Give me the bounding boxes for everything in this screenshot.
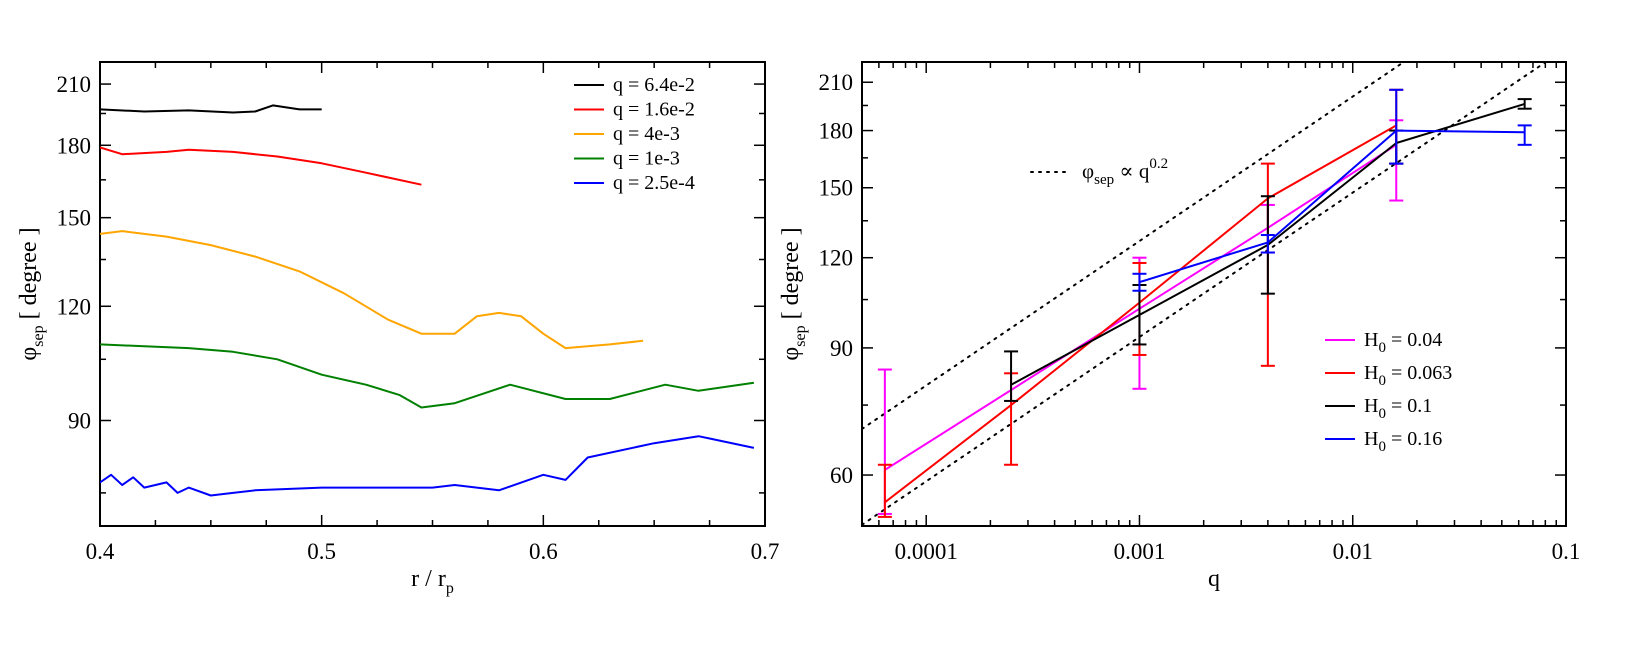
plot-frame <box>861 61 1567 527</box>
y-tick-label: 180 <box>819 119 854 144</box>
guide-line <box>862 62 1548 526</box>
series-line <box>100 104 322 114</box>
x-tick-label: 0.6 <box>529 539 558 564</box>
legend-entry-label: q = 4e-3 <box>613 123 680 145</box>
chart-1: 0.4 0.5 0.6 0.7 90 120 150 180 210 r / rp φsep [ d… <box>16 61 780 597</box>
series-line <box>100 230 644 350</box>
y-axis-label: φsep [ degree ] <box>16 227 47 360</box>
series-4 <box>100 343 755 409</box>
legend-entry-label: H0 = 0.16 <box>1364 428 1442 455</box>
series-line <box>884 143 1397 471</box>
series-line <box>1139 129 1525 284</box>
y-tick-label: 90 <box>68 408 91 433</box>
x-axis-label: r / rp <box>411 566 454 597</box>
guide-line <box>862 62 1406 430</box>
x-tick-label: 0.001 <box>1114 539 1166 564</box>
legend-entry-label: q = 1e-3 <box>613 148 680 170</box>
y-tick-label: 210 <box>819 70 854 95</box>
plot-area <box>100 104 755 497</box>
x-tick-label: 0.1 <box>1552 539 1581 564</box>
legend: q = 6.4e-2 q = 1.6e-2q = 4e-3 q = 1e-3q = … <box>574 74 695 194</box>
legend-entry-label: H0 = 0.1 <box>1364 395 1432 422</box>
legend-entry-label: H0 = 0.063 <box>1364 362 1452 389</box>
y-tick-label: 120 <box>819 246 854 271</box>
series-line <box>100 343 755 409</box>
legend-entry-label: q = 1.6e-2 <box>613 99 695 121</box>
series-2 <box>100 146 422 186</box>
x-axis-ticks <box>861 62 1567 526</box>
y-tick-label: 150 <box>819 176 854 201</box>
series-4 <box>1132 88 1532 292</box>
y-tick-label: 90 <box>830 336 853 361</box>
y-axis-ticks <box>100 83 765 494</box>
x-tick-label: 0.01 <box>1333 539 1373 564</box>
x-tick-label: 0.7 <box>751 539 780 564</box>
y-tick-label: 180 <box>57 133 92 158</box>
annotation-label: φsep ∝ q0.2 <box>1082 156 1168 188</box>
series-3 <box>100 230 644 350</box>
series-2 <box>877 88 1404 518</box>
x-tick-label: 0.4 <box>86 539 115 564</box>
legend-entry-label: H0 = 0.04 <box>1364 329 1442 356</box>
y-tick-label: 150 <box>57 206 92 231</box>
x-tick-label: 0.5 <box>307 539 336 564</box>
x-tick-label: 0.0001 <box>895 539 958 564</box>
chart-2: 0.0001 0.001 0.01 0.1 60 90 120 150 180 210 q φsep … <box>778 61 1581 592</box>
x-axis-ticks <box>99 62 766 526</box>
series-1 <box>100 104 322 114</box>
series-5 <box>100 435 755 497</box>
series-line <box>100 435 755 497</box>
legend-entry-label: q = 2.5e-4 <box>613 172 695 194</box>
plot-area <box>862 62 1548 526</box>
y-tick-label: 60 <box>830 463 853 488</box>
legend-entry-label: q = 6.4e-2 <box>613 74 695 96</box>
y-tick-label: 120 <box>57 294 92 319</box>
guide-annotation: φsep ∝ q0.2 <box>1030 156 1168 188</box>
x-axis-label: q <box>1208 566 1220 592</box>
legend: H0 = 0.04 H0 = 0.063 H0 = 0.1 H0 = 0.16 <box>1325 329 1452 455</box>
y-axis-label: φsep [ degree ] <box>778 227 809 360</box>
y-tick-label: 210 <box>57 72 92 97</box>
y-axis-ticks <box>862 81 1566 476</box>
series-line <box>100 146 422 186</box>
